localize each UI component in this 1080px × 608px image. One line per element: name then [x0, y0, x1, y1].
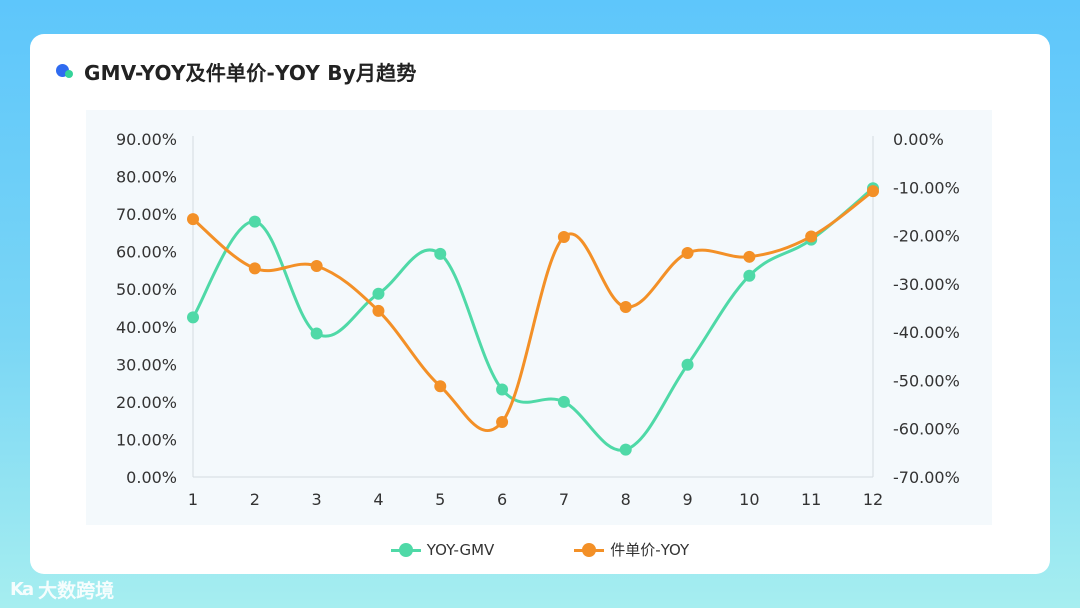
- data-point: [743, 269, 756, 282]
- y-right-tick-label: -30.00%: [893, 275, 960, 294]
- y-right-tick-label: -40.00%: [893, 323, 960, 342]
- y-left-tick-label: 30.00%: [116, 355, 177, 374]
- x-tick-label: 4: [373, 490, 383, 509]
- data-point: [248, 215, 261, 228]
- data-point: [187, 213, 199, 226]
- data-point: [805, 230, 818, 243]
- chart-card: GMV-YOY及件单价-YOY By月趋势 0.00% 10.00% 20.00% 3…: [30, 34, 1050, 574]
- line-chart: 0.00%10.00%20.00%30.00%40.00%50.00%60.00…: [116, 130, 960, 509]
- y-right-tick-label: -50.00%: [893, 371, 960, 390]
- legend-item-yoy-gmv[interactable]: YOY-GMV: [390, 539, 495, 560]
- legend-label: 件单价-YOY: [610, 541, 690, 559]
- y-left-tick-label: 20.00%: [116, 393, 177, 412]
- chart-title: GMV-YOY及件单价-YOY By月趋势: [84, 60, 417, 85]
- y-right-tick-label: -20.00%: [893, 227, 960, 246]
- x-tick-label: 5: [435, 490, 445, 509]
- y-left-tick-label: 70.00%: [116, 205, 177, 224]
- data-point: [187, 311, 199, 324]
- data-point: [619, 443, 632, 456]
- data-point: [248, 262, 261, 275]
- x-tick-label: 9: [682, 490, 692, 509]
- data-point: [867, 185, 879, 198]
- legend-swatch-icon: [574, 542, 605, 557]
- x-tick-label: 2: [250, 490, 260, 509]
- legend-label: YOY-GMV: [426, 540, 495, 559]
- x-tick-label: 11: [801, 490, 821, 509]
- title-dot-icon: [56, 62, 78, 80]
- y-left-tick-label: 60.00%: [116, 243, 177, 262]
- watermark: Ka 大数跨境: [10, 576, 114, 603]
- data-point: [310, 259, 323, 272]
- legend: YOY-GMV 件单价-YOY: [30, 539, 1050, 560]
- y-left-tick-label: 80.00%: [116, 168, 177, 187]
- x-tick-label: 8: [621, 490, 631, 509]
- series-line-unit-price-yoy: [192, 189, 874, 432]
- data-point: [372, 287, 385, 300]
- data-point: [434, 247, 447, 260]
- data-point: [619, 301, 632, 314]
- legend-item-unit-price-yoy[interactable]: 件单价-YOY: [574, 539, 689, 560]
- data-point: [557, 395, 570, 408]
- series-line-yoy-gmv: [191, 187, 874, 452]
- x-tick-label: 6: [497, 490, 507, 509]
- watermark-logo-icon: Ka: [10, 579, 34, 600]
- x-tick-label: 12: [863, 490, 883, 509]
- y-left-tick-label: 0.00%: [126, 468, 177, 487]
- data-point: [496, 415, 509, 428]
- data-point: [681, 246, 694, 259]
- x-tick-label: 7: [559, 490, 569, 509]
- legend-swatch-icon: [390, 542, 421, 557]
- title-row: GMV-YOY及件单价-YOY By月趋势: [56, 56, 417, 86]
- y-right-tick-label: -70.00%: [893, 468, 960, 487]
- y-right-tick-label: -10.00%: [893, 178, 960, 197]
- data-point: [557, 231, 570, 244]
- data-point: [743, 250, 756, 263]
- plot-background: [86, 110, 992, 525]
- x-tick-label: 10: [739, 490, 759, 509]
- y-left-tick-label: 50.00%: [116, 280, 177, 299]
- data-point: [434, 380, 447, 393]
- data-point: [310, 327, 323, 340]
- x-tick-label: 3: [312, 490, 322, 509]
- data-point: [681, 358, 694, 371]
- data-point: [372, 304, 385, 317]
- y-right-tick-label: 0.00%: [893, 130, 944, 149]
- data-point: [496, 383, 509, 396]
- y-right-tick-label: -60.00%: [893, 420, 960, 439]
- y-left-tick-label: 40.00%: [116, 318, 177, 337]
- watermark-text: 大数跨境: [38, 580, 115, 602]
- y-left-tick-label: 10.00%: [116, 430, 177, 449]
- y-left-tick-label: 90.00%: [116, 130, 177, 149]
- x-tick-label: 1: [188, 490, 198, 509]
